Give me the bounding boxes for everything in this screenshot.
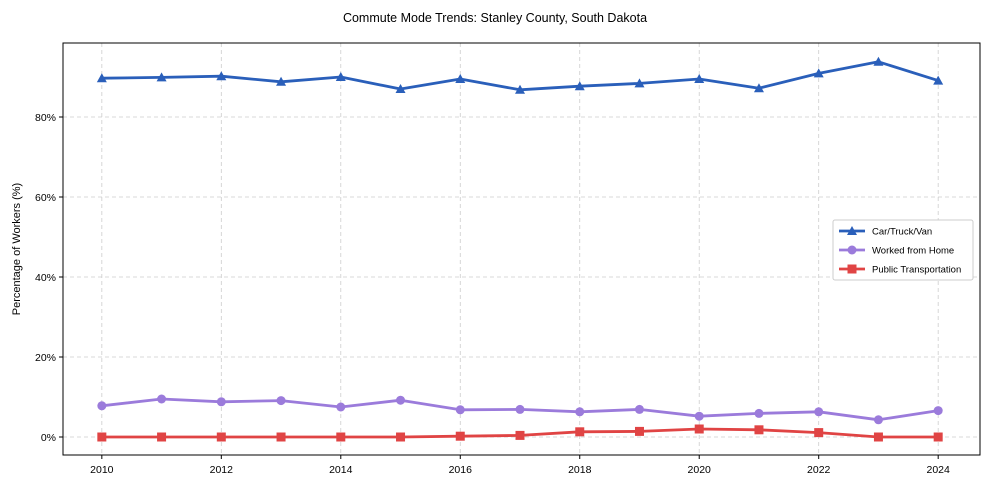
legend-marker [847, 264, 857, 274]
y-tick-label: 0% [41, 432, 56, 444]
data-point [216, 397, 226, 407]
chart-title: Commute Mode Trends: Stanley County, Sou… [343, 11, 647, 25]
data-point [515, 430, 525, 440]
legend-label: Car/Truck/Van [872, 227, 932, 238]
x-tick-label: 2014 [329, 464, 353, 476]
data-point [455, 74, 466, 83]
data-point [336, 402, 346, 412]
y-tick-label: 60% [35, 192, 56, 204]
x-tick-label: 2018 [568, 464, 592, 476]
legend-label: Public Transportation [872, 265, 961, 276]
data-point [276, 396, 286, 406]
data-point [455, 431, 465, 441]
x-tick-label: 2016 [449, 464, 473, 476]
data-point [515, 404, 525, 414]
x-tick-label: 2022 [807, 464, 831, 476]
data-point [694, 74, 705, 83]
data-point [873, 415, 883, 425]
x-tick-label: 2010 [90, 464, 114, 476]
data-point [157, 394, 167, 404]
series-car-truck-van [96, 56, 944, 94]
data-point [754, 425, 764, 435]
data-point [455, 405, 465, 415]
x-tick-label: 2020 [688, 464, 712, 476]
data-point [216, 432, 226, 442]
data-point [575, 427, 585, 437]
data-point [97, 432, 107, 442]
x-tick-label: 2024 [927, 464, 951, 476]
data-point [873, 432, 883, 442]
data-point [276, 432, 286, 442]
data-point [933, 406, 943, 416]
data-point [335, 72, 346, 81]
data-point [754, 408, 764, 418]
data-point [515, 84, 526, 94]
data-point [575, 407, 585, 417]
legend-box [832, 219, 974, 281]
data-point [753, 83, 764, 93]
data-point [634, 78, 645, 88]
data-point [574, 81, 585, 91]
series-public-transportation [97, 424, 943, 442]
data-point [634, 426, 644, 436]
data-point [395, 84, 406, 93]
data-point [814, 428, 824, 438]
legend: Car/Truck/Van Worked from Home Public Tran… [832, 219, 974, 281]
data-point [813, 68, 824, 78]
legend-marker [847, 226, 857, 235]
plot-frame [62, 42, 981, 456]
data-point [276, 76, 287, 86]
data-point [396, 432, 406, 442]
legend-label: Worked from Home [872, 246, 954, 257]
data-point [634, 404, 644, 414]
legend-marker [847, 245, 857, 255]
data-point [873, 56, 884, 66]
data-point [933, 432, 943, 442]
y-tick-label: 80% [35, 112, 56, 124]
series-worked-from-home [97, 394, 943, 425]
data-point [933, 75, 944, 85]
data-point [216, 71, 227, 81]
y-axis-label: Percentage of Workers (%) [11, 183, 23, 315]
x-tick-label: 2012 [210, 464, 234, 476]
data-point [156, 72, 167, 82]
data-point [336, 432, 346, 442]
data-point [157, 432, 167, 442]
y-tick-label: 20% [35, 352, 56, 364]
data-point [396, 395, 406, 405]
data-point [97, 401, 107, 411]
data-point [814, 407, 824, 417]
y-tick-label: 40% [35, 272, 56, 284]
data-point [694, 411, 704, 421]
data-point [694, 424, 704, 434]
data-point [96, 73, 107, 83]
